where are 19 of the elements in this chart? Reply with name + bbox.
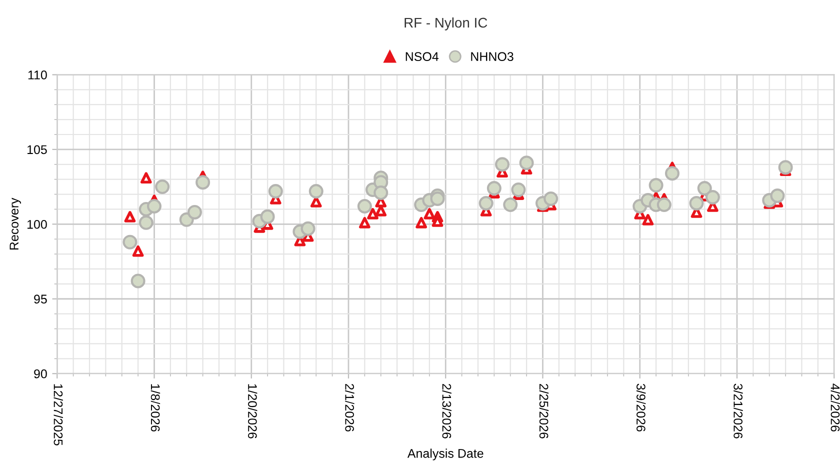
x-tick-label: 2/25/2026 [539, 384, 549, 438]
x-tick-label: 1/8/2026 [150, 384, 160, 432]
chart-title: RF - Nylon IC [404, 17, 488, 30]
x-tick-label: 3/21/2026 [734, 384, 743, 438]
y-axis-title: Recovery [10, 198, 21, 250]
x-tick-label: 12/27/2025 [54, 384, 63, 446]
x-tick-label: 3/9/2026 [636, 384, 646, 432]
x-tick-label: 4/2/2026 [830, 384, 840, 432]
y-tick-label: 95 [34, 294, 47, 304]
y-tick-label: 110 [28, 70, 47, 80]
y-tick-label: 90 [34, 369, 47, 378]
x-tick-label: 2/13/2026 [442, 384, 452, 438]
legend-label: NHNO3 [471, 52, 514, 61]
y-tick-label: 105 [27, 145, 47, 154]
x-axis-title: Analysis Date [407, 448, 484, 460]
legend-label: NSO4 [406, 52, 439, 61]
y-tick-label: 100 [27, 220, 47, 229]
x-tick-label: 2/1/2026 [345, 384, 354, 432]
x-tick-label: 1/20/2026 [248, 384, 258, 438]
